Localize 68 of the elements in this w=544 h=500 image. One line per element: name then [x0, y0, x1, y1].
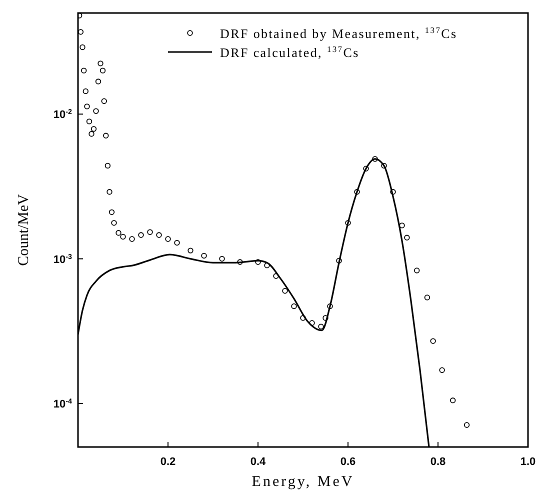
point: [201, 252, 207, 259]
point: [354, 189, 360, 195]
point: [81, 68, 87, 74]
point: [450, 398, 456, 404]
point: [318, 324, 324, 330]
point: [273, 273, 279, 279]
point: [138, 232, 144, 238]
point: [219, 256, 225, 262]
point: [174, 240, 180, 246]
point: [78, 29, 84, 35]
point: [111, 220, 117, 226]
x-tick-label: 0.2: [160, 456, 176, 468]
point: [129, 236, 135, 242]
point: [104, 162, 111, 169]
point: [108, 209, 115, 216]
point: [322, 315, 328, 321]
point: [399, 222, 405, 228]
x-axis-title: Energy, MeV: [252, 474, 354, 490]
x-tick-label: 0.6: [340, 456, 356, 468]
point: [464, 422, 470, 428]
y-tick-label: 10$^{-4}$: [53, 397, 72, 410]
point: [165, 236, 171, 242]
point: [95, 78, 102, 84]
point: [82, 88, 88, 94]
point: [309, 320, 315, 326]
point: [282, 288, 288, 294]
point: [255, 259, 261, 265]
point: [116, 230, 122, 236]
point: [327, 303, 333, 310]
point: [404, 234, 410, 240]
point: [156, 232, 162, 238]
legend-label: DRF calculated, $^{137}$Cs: [220, 44, 360, 60]
point: [390, 189, 396, 195]
point: [90, 126, 97, 132]
point: [80, 44, 86, 50]
point: [237, 259, 243, 265]
point: [147, 229, 153, 235]
x-tick-label: 0.4: [250, 456, 267, 468]
x-tick-label: 0.8: [430, 456, 446, 468]
point: [88, 131, 94, 137]
y-tick-label: 10$^{-3}$: [53, 252, 72, 266]
point: [363, 166, 369, 172]
point: [264, 262, 270, 268]
point: [78, 13, 82, 18]
point: [439, 367, 445, 373]
point: [84, 104, 90, 110]
y-tick-label: 10$^{-2}$: [53, 108, 72, 122]
point: [120, 234, 126, 240]
point: [101, 98, 107, 104]
point: [424, 294, 430, 300]
point: [345, 220, 351, 226]
point: [98, 60, 104, 66]
point: [93, 108, 99, 114]
point: [106, 189, 112, 195]
point: [100, 68, 106, 74]
point: [103, 132, 109, 138]
point: [300, 315, 306, 321]
legend-label: DRF obtained by Measurement, $^{137}$Cs: [220, 25, 458, 41]
point: [336, 258, 342, 264]
y-axis-title: Count/MeV: [16, 194, 32, 266]
point: [86, 118, 92, 124]
point: [372, 156, 378, 162]
point: [430, 338, 436, 344]
point: [291, 303, 297, 310]
point: [188, 248, 194, 254]
x-tick-label: 1.0: [520, 456, 536, 468]
point: [414, 268, 420, 274]
point: [381, 162, 387, 169]
